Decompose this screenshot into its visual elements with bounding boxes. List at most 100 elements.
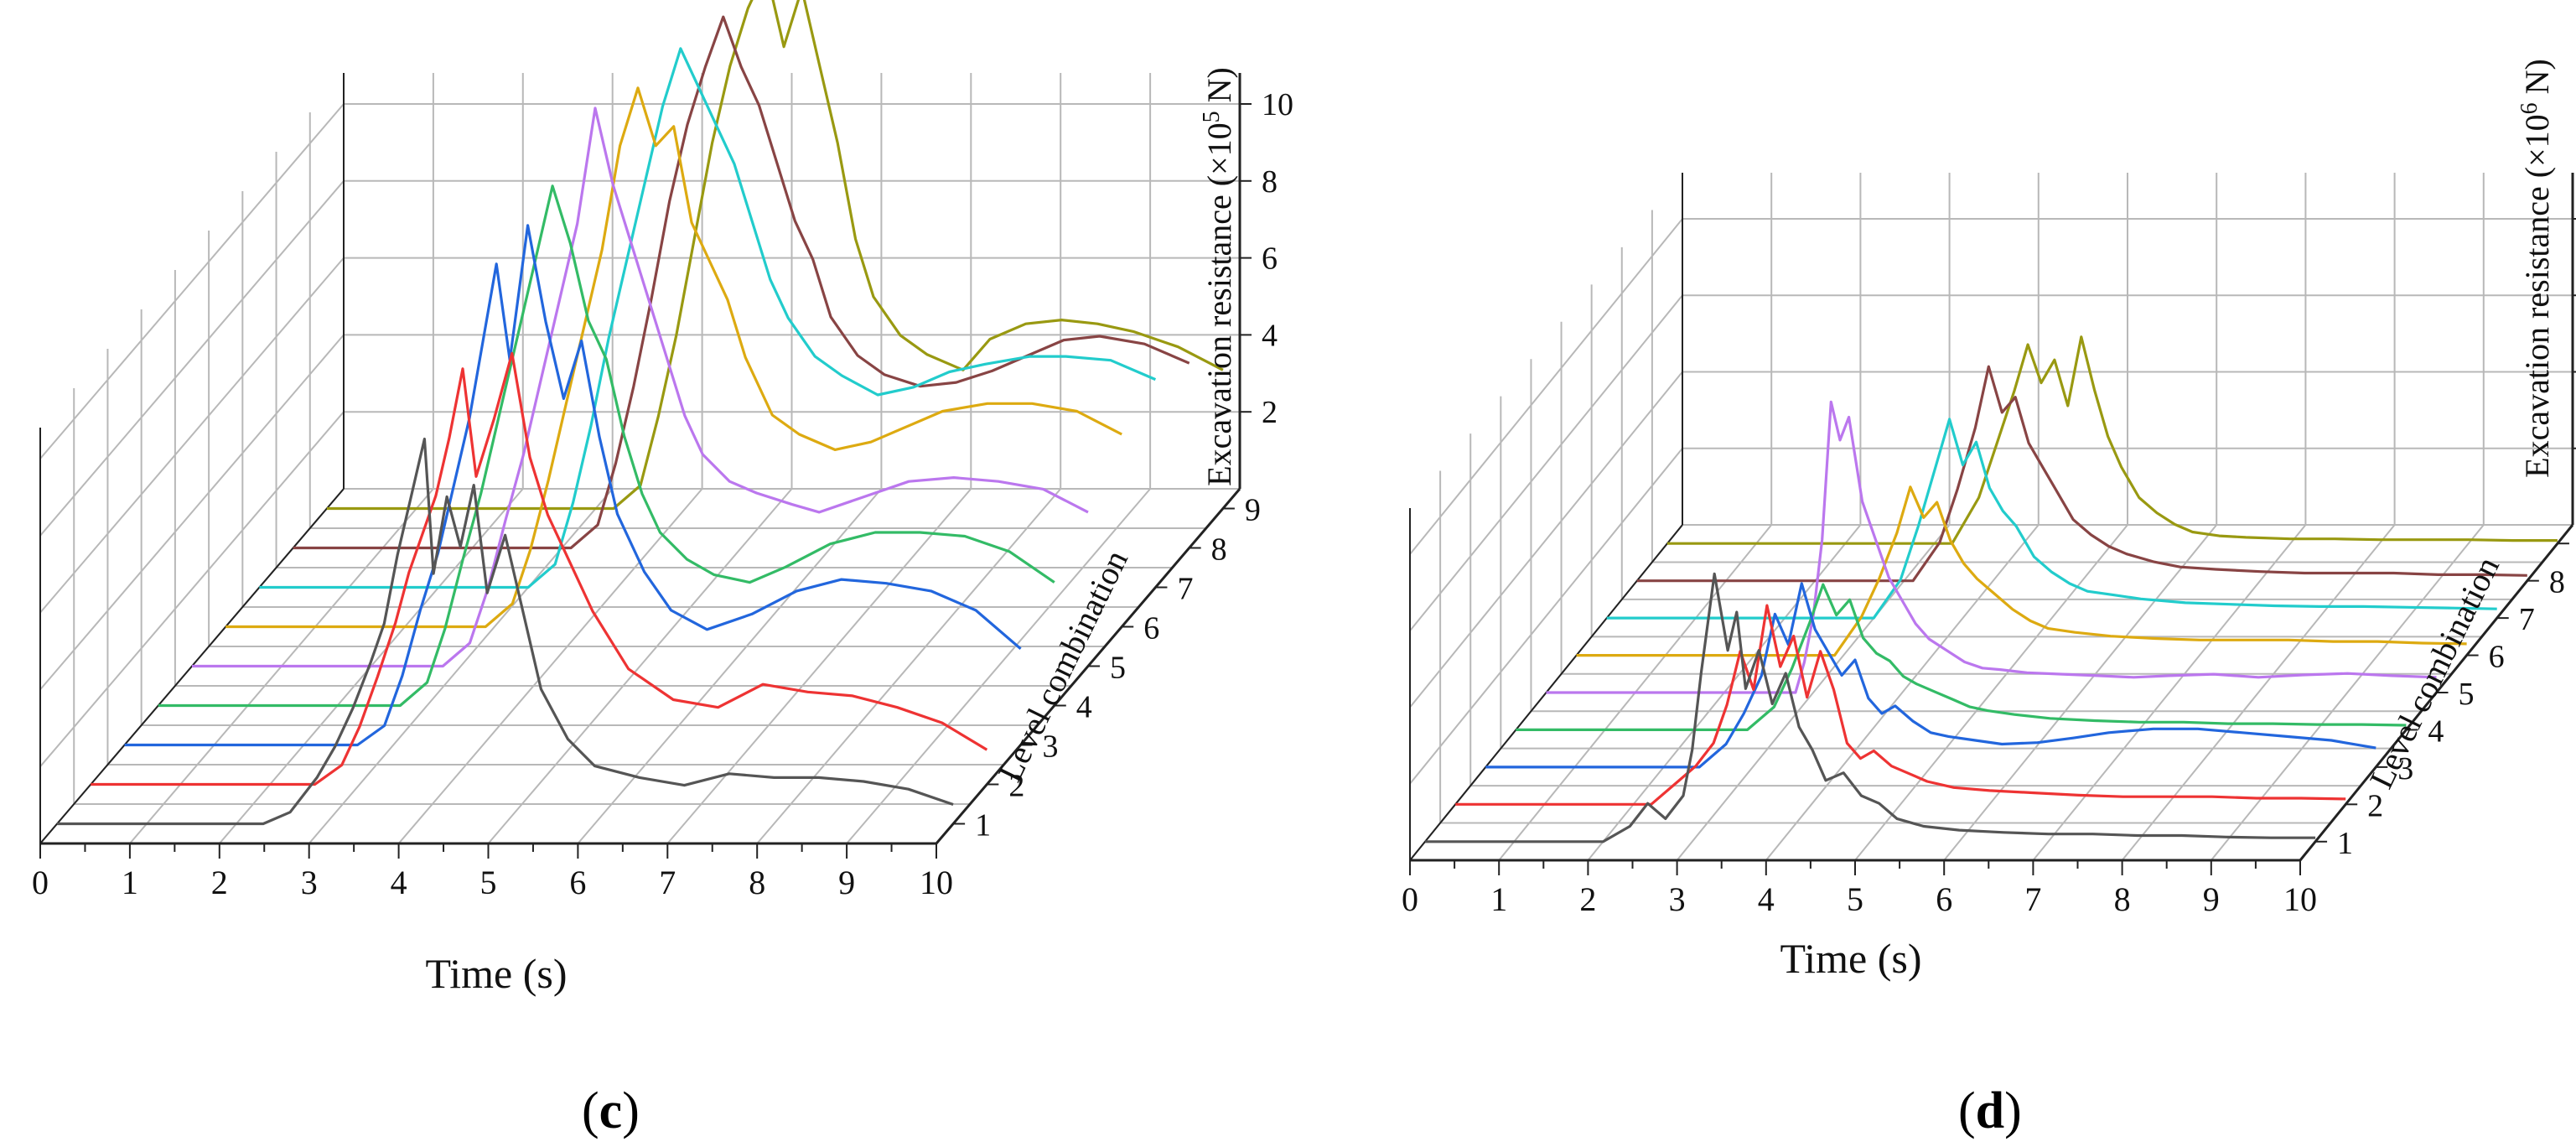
grid-line <box>756 488 1061 844</box>
y-tick-label: 8 <box>2549 565 2565 600</box>
series-line-4 <box>1516 583 2407 732</box>
series-line-5 <box>192 106 1089 668</box>
x-axis-title: Time (s) <box>425 950 567 997</box>
grid-line <box>39 257 345 614</box>
z-tick-label: 4 <box>1262 318 1278 353</box>
y-tick-label: 2 <box>2367 788 2383 823</box>
z-axis-title: Excavation resistance (×105 N) <box>1199 67 1238 486</box>
y-axis-title: Level combination <box>2362 551 2506 794</box>
x-tick-label: 2 <box>1579 880 1596 918</box>
y-tick-label: 5 <box>1110 651 1126 686</box>
y-tick-label: 4 <box>2428 714 2444 749</box>
grid-line <box>577 488 883 844</box>
x-tick-label: 7 <box>2024 880 2041 918</box>
y-tick-label: 7 <box>1177 572 1193 607</box>
y-tick-label: 8 <box>1211 532 1227 568</box>
y-tick-label: 3 <box>2397 751 2413 786</box>
x-axis-title: Time (s) <box>1780 935 1921 982</box>
z-axis-title-unit: N) <box>1200 67 1238 111</box>
grid-line <box>39 411 345 767</box>
x-tick-label: 10 <box>2283 880 2317 918</box>
x-tick-label: 0 <box>1402 880 1418 918</box>
series-line-9 <box>326 0 1224 511</box>
series-line-2 <box>91 351 988 786</box>
grid-line <box>39 334 345 691</box>
grid-line <box>39 180 345 537</box>
x-tick-label: 4 <box>391 864 407 901</box>
z-tick-label: 8 <box>1262 164 1278 200</box>
x-tick-label: 7 <box>659 864 676 901</box>
series-line-2 <box>1455 604 2346 806</box>
z-axis-title-main: Excavation resistance (×10 <box>1200 122 1238 486</box>
y-tick-label: 6 <box>2489 640 2505 675</box>
y-tick-label: 5 <box>2459 677 2475 712</box>
series-line-9 <box>1666 335 2558 545</box>
z-axis-title-unit: N) <box>2518 59 2556 102</box>
x-tick-label: 8 <box>2114 880 2131 918</box>
x-tick-label: 8 <box>749 864 765 901</box>
z-axis-title-exponent: 5 <box>1199 111 1225 122</box>
z-tick-label: 6 <box>1262 241 1278 277</box>
grid-line <box>1409 218 1683 555</box>
panel-label-d: (d) <box>1958 1082 2022 1139</box>
series-line-1 <box>57 437 954 826</box>
grid-line <box>846 488 1151 844</box>
z-axis-title: Excavation resistance (×106 N) <box>2516 59 2556 478</box>
series-line-8 <box>1636 365 2527 583</box>
y-tick-label: 7 <box>2519 602 2535 637</box>
grid-line <box>1854 524 2128 861</box>
grid-line <box>1943 524 2217 861</box>
grid-line <box>1409 448 1683 785</box>
series-line-3 <box>1485 582 2376 769</box>
x-tick-label: 10 <box>920 864 953 901</box>
x-tick-label: 6 <box>1936 880 1952 918</box>
x-tick-label: 9 <box>838 864 855 901</box>
y-tick-label: 2 <box>1008 769 1024 804</box>
grid-line <box>2211 524 2485 861</box>
z-axis-title-exponent: 6 <box>2516 102 2542 114</box>
series-line-1 <box>1425 572 2316 843</box>
panel-label-c: (c) <box>582 1082 640 1139</box>
series-line-7 <box>1606 418 2497 620</box>
series-line-6 <box>225 86 1122 629</box>
x-tick-label: 6 <box>569 864 586 901</box>
grid-line <box>39 103 345 459</box>
z-tick-label: 10 <box>1262 87 1293 122</box>
series-line-6 <box>1576 485 2467 657</box>
x-tick-label: 5 <box>480 864 497 901</box>
x-tick-label: 3 <box>301 864 318 901</box>
series-line-7 <box>259 47 1157 589</box>
z-tick-label: 2 <box>1262 395 1278 430</box>
grid-line <box>2032 524 2307 861</box>
series-line-5 <box>1546 400 2437 694</box>
grid-line <box>1409 294 1683 631</box>
x-tick-label: 0 <box>32 864 49 901</box>
x-tick-label: 5 <box>1847 880 1863 918</box>
x-tick-label: 1 <box>1490 880 1507 918</box>
series-line-4 <box>158 184 1055 708</box>
y-tick-label: 1 <box>2337 826 2353 861</box>
y-tick-label: 6 <box>1143 611 1159 646</box>
x-tick-label: 2 <box>211 864 228 901</box>
x-tick-label: 4 <box>1758 880 1775 918</box>
grid-line <box>666 488 972 844</box>
grid-line <box>1409 371 1683 708</box>
grid-line <box>397 488 703 844</box>
y-tick-label: 3 <box>1043 729 1059 765</box>
grid-line <box>1765 524 2040 861</box>
x-tick-label: 3 <box>1669 880 1686 918</box>
grid-line <box>2121 524 2396 861</box>
series-line-3 <box>124 224 1022 747</box>
grid-line <box>487 488 793 844</box>
x-tick-label: 9 <box>2203 880 2220 918</box>
y-tick-label: 9 <box>1245 493 1261 528</box>
y-tick-label: 4 <box>1076 690 1092 725</box>
y-tick-label: 1 <box>975 808 991 843</box>
panel-letter-c: c <box>599 1082 623 1139</box>
z-axis-title-main: Excavation resistance (×10 <box>2518 114 2556 478</box>
panel-letter-d: d <box>1975 1082 2005 1139</box>
x-tick-label: 1 <box>122 864 138 901</box>
